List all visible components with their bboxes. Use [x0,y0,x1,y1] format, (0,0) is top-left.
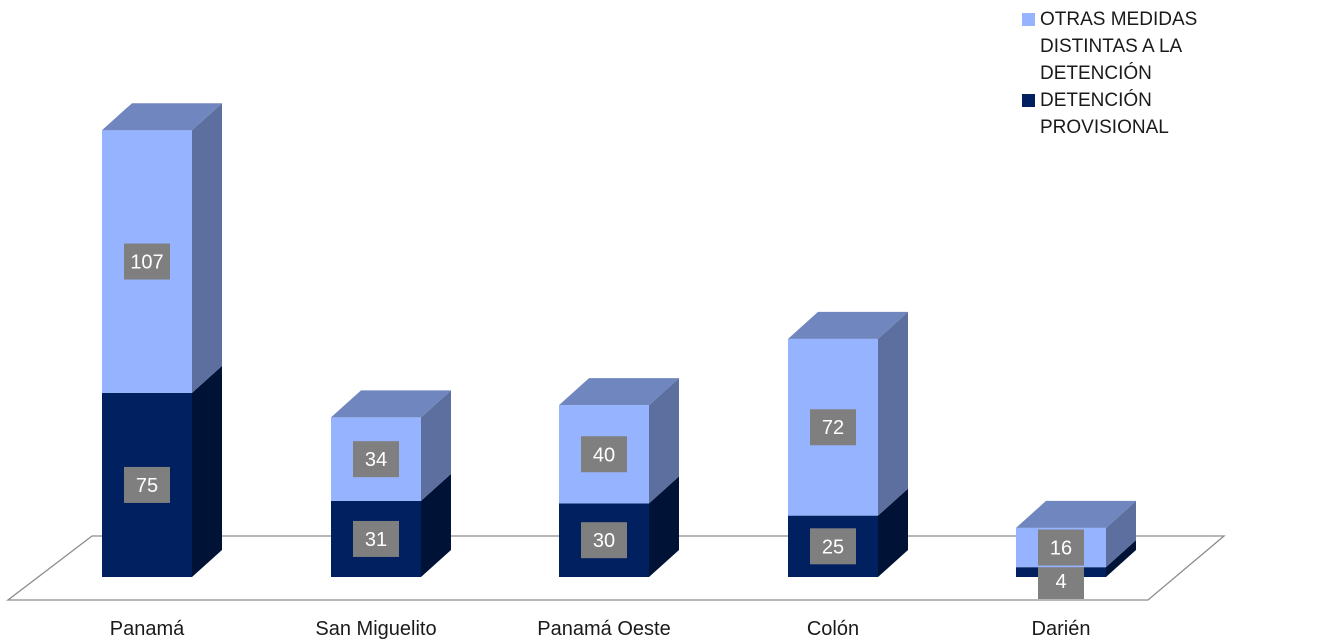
bar-top-otras-3 [788,311,908,339]
data-label-box-otras-3 [810,409,856,446]
bar-top-otras-2 [559,378,679,406]
data-label-box-otras-2 [581,436,627,473]
data-label-detencion-4: 4 [1055,571,1066,593]
bar-side-detencion-0 [192,365,222,577]
bar-side-detencion-3 [878,488,908,577]
legend-swatch-detencion-provisional [1022,94,1035,107]
bar-side-detencion-1 [421,473,451,577]
bar-side-otras-3 [878,311,908,516]
data-label-otras-2: 40 [593,444,615,466]
bar-side-otras-2 [649,378,679,504]
data-label-otras-0: 107 [130,252,163,274]
category-label-2: Panamá Oeste [537,618,670,640]
legend-label-detencion-provisional: DETENCIÓN PROVISIONAL [1040,90,1169,138]
chart-floor [6,535,1226,601]
legend-swatch-otras-medidas [1022,13,1035,26]
bar-top-otras-4 [1016,500,1136,528]
data-label-box-detencion-4 [1038,563,1084,599]
data-label-box-otras-1 [353,441,399,478]
bar-side-detencion-4 [1106,540,1136,577]
data-label-detencion-3: 25 [822,536,844,558]
data-label-box-otras-0 [124,243,170,280]
data-label-detencion-2: 30 [593,530,615,552]
data-label-box-detencion-1 [353,520,399,557]
data-label-box-otras-4 [1038,529,1084,566]
bar-side-otras-0 [192,103,222,393]
bar-side-otras-4 [1106,500,1136,568]
bar-top-otras-0 [102,103,222,131]
category-label-3: Colón [807,618,859,640]
legend: OTRAS MEDIDAS DISTINTAS A LA DETENCIÓN D… [1022,6,1270,141]
category-label-1: San Miguelito [315,618,436,640]
data-label-otras-1: 34 [365,449,387,471]
data-label-detencion-0: 75 [136,475,158,497]
category-label-4: Darién [1032,618,1091,640]
data-label-box-detencion-0 [124,466,170,503]
bar-top-otras-1 [331,390,451,418]
data-label-detencion-1: 31 [365,529,387,551]
bar-side-otras-1 [421,390,451,501]
data-label-box-detencion-2 [581,522,627,559]
legend-item-detencion-provisional: DETENCIÓN PROVISIONAL [1022,87,1270,141]
bar-side-detencion-2 [649,476,679,577]
data-label-otras-4: 16 [1050,538,1072,560]
legend-label-otras-medidas: OTRAS MEDIDAS DISTINTAS A LA DETENCIÓN [1040,9,1198,84]
data-label-box-detencion-3 [810,528,856,565]
legend-item-otras-medidas: OTRAS MEDIDAS DISTINTAS A LA DETENCIÓN [1022,6,1270,87]
data-label-otras-3: 72 [822,417,844,439]
category-label-0: Panamá [110,618,185,640]
